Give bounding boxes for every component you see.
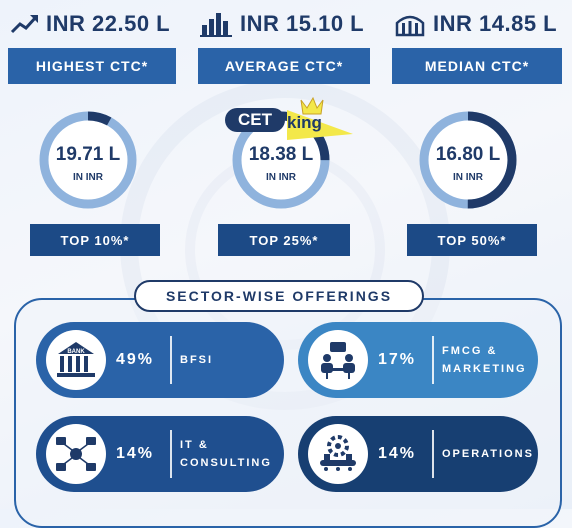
sector-operations-line1: OPERATIONS bbox=[442, 448, 534, 460]
crown-flag-icon bbox=[287, 96, 353, 140]
median-ctc-label: MEDIAN CTC* bbox=[392, 48, 562, 84]
top-50-value: 16.80 L bbox=[435, 144, 501, 165]
sector-operations-percent: 14% bbox=[378, 445, 417, 462]
average-ctc-label: AVERAGE CTC* bbox=[198, 48, 370, 84]
median-ctc-value: INR 14.85 L bbox=[433, 11, 558, 36]
median-ctc-value-group: INR 14.85 L bbox=[393, 8, 565, 40]
sector-title: SECTOR-WISE OFFERINGS bbox=[134, 280, 424, 312]
cetking-logo: CET king bbox=[225, 96, 365, 142]
top-50-ring-arc bbox=[419, 111, 517, 209]
highest-ctc-label: HIGHEST CTC* bbox=[8, 48, 176, 84]
cetking-logo-king-text: king bbox=[287, 113, 322, 132]
sector-fmcg-line1: FMCG & bbox=[442, 345, 498, 357]
sector-fmcg-name: FMCG & MARKETING bbox=[442, 322, 527, 398]
meeting-icon bbox=[308, 330, 368, 390]
top-10-unit: IN INR bbox=[73, 172, 103, 183]
top-10-label: TOP 10%* bbox=[30, 224, 160, 256]
sector-fmcg-divider bbox=[432, 336, 434, 384]
sector-operations-name: OPERATIONS bbox=[442, 416, 534, 492]
top-10-ring: 19.71 L IN INR bbox=[38, 110, 138, 210]
top-50-ring: 16.80 L IN INR bbox=[418, 110, 518, 210]
sector-card-bfsi: BANK 49% BFSI bbox=[36, 322, 284, 398]
cetking-logo-king: king bbox=[283, 96, 353, 140]
operations-gear-icon bbox=[308, 424, 368, 484]
sector-operations-divider bbox=[432, 430, 434, 478]
sector-fmcg-percent: 17% bbox=[378, 351, 417, 368]
highest-ctc-value-group: INR 22.50 L bbox=[10, 8, 180, 40]
top-25-label: TOP 25%* bbox=[218, 224, 350, 256]
sector-it-divider bbox=[170, 430, 172, 478]
top-50-label: TOP 50%* bbox=[407, 224, 537, 256]
sector-bfsi-name: BFSI bbox=[180, 322, 213, 398]
it-network-icon bbox=[46, 424, 106, 484]
bank-icon-text: BANK bbox=[67, 349, 85, 355]
trend-up-icon bbox=[10, 15, 38, 34]
top-10-ring-arc bbox=[39, 111, 137, 209]
average-ctc-value-group: INR 15.10 L bbox=[200, 8, 370, 40]
top-50-unit: IN INR bbox=[453, 172, 483, 183]
top-25-unit: IN INR bbox=[266, 172, 296, 183]
city-bars-icon bbox=[200, 13, 232, 37]
sector-card-fmcg: 17% FMCG & MARKETING bbox=[298, 322, 538, 398]
sector-it-line1: IT & bbox=[180, 439, 209, 451]
sector-fmcg-line2: MARKETING bbox=[442, 363, 527, 375]
sector-it-name: IT & CONSULTING bbox=[180, 416, 272, 492]
average-ctc-value: INR 15.10 L bbox=[240, 11, 365, 36]
sector-bfsi-divider bbox=[170, 336, 172, 384]
cetking-logo-cet: CET bbox=[225, 108, 285, 132]
top-25-value: 18.38 L bbox=[248, 144, 314, 165]
bank-icon: BANK bbox=[46, 330, 106, 390]
sector-it-percent: 14% bbox=[116, 445, 155, 462]
sector-bfsi-percent: 49% bbox=[116, 351, 155, 368]
sector-it-line2: CONSULTING bbox=[180, 457, 272, 469]
building-icon bbox=[395, 15, 425, 37]
sector-bfsi-line1: BFSI bbox=[180, 354, 214, 366]
sector-card-operations: 14% OPERATIONS bbox=[298, 416, 538, 492]
highest-ctc-value: INR 22.50 L bbox=[46, 11, 171, 36]
top-10-value: 19.71 L bbox=[55, 144, 121, 165]
sector-card-it: 14% IT & CONSULTING bbox=[36, 416, 284, 492]
